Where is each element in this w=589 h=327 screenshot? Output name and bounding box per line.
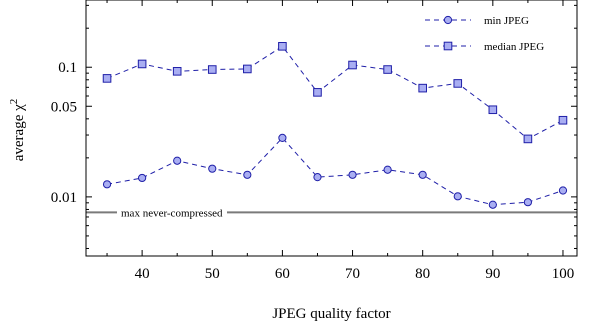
reference-line-group: max never-compressed (86, 207, 577, 219)
min-jpeg-point (278, 133, 287, 143)
median-jpeg-point (558, 115, 568, 125)
y-tick-label: 0.01 (51, 190, 77, 206)
y-axis-title-text: average χ (11, 104, 27, 161)
median-jpeg-point (243, 64, 252, 74)
median-jpeg-point (278, 42, 287, 51)
min-jpeg-point (313, 173, 322, 182)
min-jpeg-point (418, 170, 427, 179)
x-tick-label: 100 (552, 266, 575, 282)
median-jpeg-point (172, 67, 182, 76)
median-jpeg-point (137, 59, 147, 69)
y-axis-title-superscript: 2 (8, 99, 20, 105)
min-jpeg-point (208, 164, 217, 173)
legend-item-min-jpeg: min JPEG (425, 15, 529, 27)
x-tick-label: 90 (485, 266, 500, 282)
median-jpeg-point (313, 88, 322, 97)
legend-label: min JPEG (484, 15, 529, 27)
legend: min JPEG median JPEG (425, 15, 544, 53)
min-jpeg-line (106, 137, 564, 206)
x-tick-label: 40 (135, 266, 150, 282)
series-layer (102, 42, 568, 209)
legend-circle-marker (443, 15, 453, 25)
axes: 40 50 60 70 80 90 100 0.01 0.05 0.1 JPEG quality f… (8, 0, 578, 322)
plot-frame (85, 0, 578, 257)
y-tick-label: 0.1 (58, 60, 77, 76)
reference-line-label: max never-compressed (121, 207, 223, 219)
y-tick-label: 0.05 (51, 99, 77, 115)
x-tick-label: 80 (415, 266, 430, 282)
min-jpeg-point (348, 170, 357, 179)
min-jpeg-point (243, 170, 252, 179)
min-jpeg-point (383, 165, 392, 174)
legend-item-median-jpeg: median JPEG (425, 41, 544, 53)
x-tick-label: 50 (205, 266, 220, 282)
legend-square-marker (443, 41, 453, 51)
min-jpeg-point (558, 186, 568, 195)
median-jpeg-point (523, 134, 533, 144)
x-tick-label: 60 (275, 266, 290, 282)
min-jpeg-point (453, 192, 462, 201)
median-jpeg-point (207, 65, 217, 74)
min-jpeg-point (488, 200, 497, 209)
median-jpeg-point (102, 74, 112, 83)
min-jpeg-point (138, 173, 147, 183)
min-jpeg-point (173, 156, 182, 165)
y-axis-title: average χ2 (8, 99, 27, 162)
median-jpeg-point (348, 60, 357, 70)
legend-label: median JPEG (484, 41, 544, 53)
x-axis-title: JPEG quality factor (272, 306, 390, 322)
series-min-jpeg (102, 133, 568, 209)
min-jpeg-point (102, 180, 112, 189)
min-jpeg-point (523, 198, 533, 207)
median-jpeg-point (418, 83, 427, 93)
series-median-jpeg (102, 42, 568, 144)
median-jpeg-point (488, 105, 498, 115)
x-tick-label: 70 (345, 266, 360, 282)
median-jpeg-point (453, 79, 463, 88)
median-jpeg-line (106, 45, 564, 140)
median-jpeg-point (383, 65, 392, 74)
